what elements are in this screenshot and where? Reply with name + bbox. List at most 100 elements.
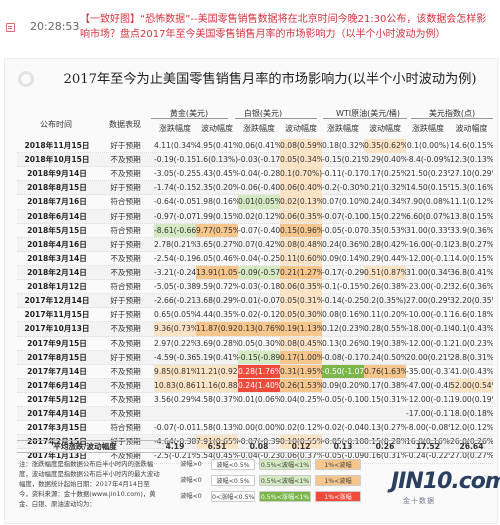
subhead-volatility: 波动幅度 bbox=[455, 124, 488, 133]
subhead-volatility: 波动幅度 bbox=[285, 124, 317, 133]
table-row: 2018年10月15日不及预期-0.19(-0.15%)1.6(0.13%)-0… bbox=[17, 153, 493, 168]
cell-date: 2018年2月14日 bbox=[27, 267, 87, 277]
message-header: 20:28:53 【一致好图】“恐怖数据”--美国零售销售数据将在北京时间今晚2… bbox=[0, 0, 500, 58]
table-row: 2017年10月13日不及预期9.36(0.73%)11.87(0.92%)0.… bbox=[17, 322, 493, 337]
subhead-change: 涨跌幅度 bbox=[327, 124, 359, 133]
col-date: 公布时间 bbox=[40, 120, 72, 129]
cell-dollar-change: -12.00(-0.13%) bbox=[406, 253, 450, 263]
cell-silver-change: 0.06(0.41%) bbox=[238, 141, 280, 150]
cell-dollar-change: 16.0(0.16%) bbox=[406, 437, 450, 447]
cell-gold-change: -0.64(-0.05%) bbox=[154, 197, 196, 207]
cell-gold-change: -5.05(-0.38%) bbox=[154, 282, 196, 292]
cell-dollar-volatility: 14.6(0.15%) bbox=[450, 141, 493, 150]
cell-oil-volatility: 0.29(0.40%) bbox=[364, 155, 406, 165]
cell-oil-volatility: 0.15(0.28%) bbox=[364, 437, 406, 447]
legend-swatch: 0<涨幅<0.5% bbox=[211, 491, 255, 502]
avg-oil-change: 0.13 bbox=[333, 442, 353, 451]
cell-dollar-volatility: 23.8(0.27%) bbox=[450, 239, 493, 249]
cell-gold-volatility: 3.65(0.27%) bbox=[196, 239, 238, 249]
cell-silver-change: 0.01(0.06%) bbox=[238, 394, 280, 404]
cell-oil-volatility: 0.28(0.42%) bbox=[364, 239, 406, 249]
cell-gold-change: 3.56(0.29%) bbox=[154, 394, 196, 404]
cell-dollar-change: 0.1(0.00%) bbox=[406, 141, 450, 150]
cell-date: 2017年1月13日 bbox=[27, 451, 87, 461]
message-text[interactable]: 【一致好图】“恐怖数据”--美国零售销售数据将在北京时间今晚21:30公布，该数… bbox=[80, 14, 487, 40]
cell-dollar-change: 14.50(0.15%) bbox=[406, 183, 450, 193]
cell-oil-volatility: 0.29(0.44%) bbox=[364, 253, 406, 263]
cell-oil-change: -0.05(-0.10%) bbox=[322, 437, 364, 447]
group-gold: 黄金(美元) bbox=[169, 109, 209, 118]
cell-oil-volatility: 0.35(0.62%) bbox=[364, 139, 406, 153]
cell-dollar-change: -12.00(-0.13%) bbox=[406, 338, 450, 348]
cell-silver-change: -0.04(-0.25%) bbox=[238, 253, 280, 263]
cell-dollar-volatility: 26.0(0.26%) bbox=[450, 437, 493, 447]
cell-expectation: 好于预期 bbox=[110, 211, 141, 221]
cell-gold-volatility: 9.77(0.75%) bbox=[196, 223, 238, 238]
subhead-change: 涨跌幅度 bbox=[243, 124, 275, 133]
cell-date: 2017年5月12日 bbox=[27, 394, 87, 404]
cell-silver-change: 0.01(0.05%) bbox=[238, 195, 280, 209]
cell-silver-change: -0.15(-0.89%) bbox=[238, 350, 280, 365]
cell-date: 2017年12月14日 bbox=[24, 296, 90, 306]
cell-oil-volatility: 0.15(0.22%) bbox=[364, 211, 406, 221]
cell-expectation: 不及预期 bbox=[110, 394, 141, 404]
cell-gold-volatility: 1.99(0.15%) bbox=[196, 211, 238, 221]
cell-dollar-volatility: 18.0(0.18%) bbox=[450, 409, 493, 419]
cell-dollar-volatility: 27.10(0.29%) bbox=[450, 169, 493, 179]
cell-date: 2017年9月15日 bbox=[27, 338, 87, 348]
cell-dollar-volatility: 12.3(0.13%) bbox=[450, 155, 493, 165]
cell-gold-volatility: 1.58(0.13%) bbox=[196, 423, 238, 433]
cell-gold-change: -4.64(-0.38%) bbox=[154, 437, 196, 447]
cell-oil-volatility bbox=[364, 407, 406, 421]
cell-dollar-volatility: 32.6(0.36%) bbox=[450, 282, 493, 292]
cell-gold-volatility: 4.44(0.35%) bbox=[196, 310, 238, 320]
table-row: 2017年7月14日 不及预期 9.85(0.81%)11.21(0.92%)0.2… bbox=[17, 364, 493, 379]
cell-silver-volatility: 0.08(0.48%) bbox=[280, 237, 322, 252]
cell-silver-volatility: 0.31(1.95%) bbox=[280, 364, 322, 379]
cell-dollar-volatility: 21.0(0.23%) bbox=[450, 338, 493, 348]
cell-gold-change: -4.59(-0.36%) bbox=[154, 352, 196, 362]
cell-gold-volatility: 11.87(0.92%) bbox=[196, 322, 238, 336]
subhead-volatility: 波动幅度 bbox=[369, 124, 401, 133]
cell-date: 2018年3月14日 bbox=[27, 253, 87, 263]
cell-silver-volatility: 0.06(0.35%) bbox=[280, 209, 322, 224]
cell-oil-volatility: 0.13(0.27%) bbox=[364, 423, 406, 433]
table-row: 2018年6月14日好于预期-0.97(-0.07%)1.99(0.15%)0.… bbox=[17, 209, 493, 224]
cell-expectation: 好于预期 bbox=[110, 437, 141, 447]
cell-silver-volatility bbox=[280, 407, 322, 421]
cell-silver-volatility: 0.17(1.00%) bbox=[280, 350, 322, 365]
cell-gold-volatility: 1.98(0.16%) bbox=[196, 197, 238, 207]
cell-expectation: 符合预期 bbox=[110, 225, 141, 235]
cell-oil-volatility: 0.21(0.32%) bbox=[364, 183, 406, 193]
table-row: 2018年11月15日好于预期4.11(0.34%)4.95(0.41%)0.0… bbox=[17, 139, 493, 154]
subhead-change: 涨跌幅度 bbox=[159, 124, 191, 133]
cell-silver-volatility: 0.06(0.37%) bbox=[280, 451, 322, 461]
cell-gold-change: 9.85(0.81%) bbox=[154, 364, 196, 379]
cell-gold-change: 2.78(0.21%) bbox=[154, 239, 196, 249]
cell-oil-volatility: 0.15(0.31%) bbox=[364, 394, 406, 404]
cell-dollar-volatility: 15.3(0.16%) bbox=[450, 183, 493, 193]
message-icon bbox=[6, 23, 15, 32]
cell-gold-change: -0.07(-0.01%) bbox=[154, 423, 196, 433]
subhead-volatility: 波动幅度 bbox=[201, 124, 233, 133]
cell-dollar-change: 20.00(0.21%) bbox=[406, 352, 450, 362]
cell-gold-change: -0.19(-0.15%) bbox=[154, 155, 196, 165]
cell-date: 2018年9月14日 bbox=[27, 169, 87, 179]
avg-gold-change: 4.19 bbox=[165, 442, 185, 451]
cell-dollar-change: -17.00(-0.17%) bbox=[406, 409, 450, 419]
cell-date: 2018年11月15日 bbox=[24, 141, 90, 150]
cell-dollar-volatility: 40.1(0.43%) bbox=[450, 324, 493, 334]
cell-oil-change: -0.2(-0.30%) bbox=[322, 183, 364, 193]
cell-oil-change: -0.50(-1.07%) bbox=[322, 364, 364, 379]
cell-gold-volatility: 13.91(1.05%) bbox=[196, 265, 238, 280]
cell-gold-change: -2.54(-0.19%) bbox=[154, 253, 196, 263]
cell-silver-volatility: 0.05(0.31%) bbox=[280, 294, 322, 308]
cell-oil-volatility: 0.28(0.55%) bbox=[364, 324, 406, 334]
cell-silver-change: -0.02(-0.12%) bbox=[238, 310, 280, 320]
cell-expectation: 不及预期 bbox=[110, 338, 141, 348]
cell-dollar-volatility: 52.00(0.54%) bbox=[450, 378, 493, 393]
cell-expectation: 不及预期 bbox=[110, 409, 141, 419]
cell-oil-volatility: 0.17(0.25%) bbox=[364, 169, 406, 179]
cell-oil-volatility: 0.24(0.34%) bbox=[364, 197, 406, 207]
cell-silver-volatility: 0.08(0.59%) bbox=[280, 139, 322, 153]
